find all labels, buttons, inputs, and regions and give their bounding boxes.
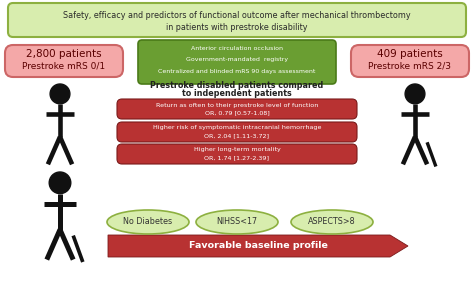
- Text: Prestroke disabled patients compared: Prestroke disabled patients compared: [150, 81, 324, 90]
- Text: to independent patients: to independent patients: [182, 88, 292, 98]
- Circle shape: [49, 172, 71, 194]
- Ellipse shape: [107, 210, 189, 234]
- FancyBboxPatch shape: [8, 3, 466, 37]
- Ellipse shape: [291, 210, 373, 234]
- FancyBboxPatch shape: [138, 40, 336, 84]
- Circle shape: [50, 84, 70, 104]
- Text: Anterior circulation occlusion: Anterior circulation occlusion: [191, 46, 283, 51]
- Text: OR, 1.74 [1.27-2.39]: OR, 1.74 [1.27-2.39]: [204, 156, 270, 161]
- Text: Higher long-term mortality: Higher long-term mortality: [193, 147, 281, 152]
- Text: No Diabetes: No Diabetes: [123, 218, 173, 227]
- FancyBboxPatch shape: [5, 45, 123, 77]
- Text: Prestroke mRS 0/1: Prestroke mRS 0/1: [22, 62, 106, 70]
- Text: OR, 0.79 [0.57-1.08]: OR, 0.79 [0.57-1.08]: [205, 110, 269, 116]
- Text: Government-mandated  registry: Government-mandated registry: [186, 58, 288, 62]
- FancyBboxPatch shape: [117, 122, 357, 142]
- Text: Centralized and blinded mRS 90 days assessment: Centralized and blinded mRS 90 days asse…: [158, 69, 316, 74]
- FancyBboxPatch shape: [351, 45, 469, 77]
- Text: 409 patients: 409 patients: [377, 49, 443, 59]
- Text: NIHSS<17: NIHSS<17: [217, 218, 257, 227]
- FancyBboxPatch shape: [117, 144, 357, 164]
- Text: 2,800 patients: 2,800 patients: [26, 49, 102, 59]
- Text: in patients with prestroke disability: in patients with prestroke disability: [166, 23, 308, 32]
- Polygon shape: [108, 235, 408, 257]
- Circle shape: [405, 84, 425, 104]
- Ellipse shape: [196, 210, 278, 234]
- Text: Prestroke mRS 2/3: Prestroke mRS 2/3: [368, 62, 452, 70]
- Text: ASPECTS>8: ASPECTS>8: [308, 218, 356, 227]
- Text: Safety, efficacy and predictors of functional outcome after mechanical thrombect: Safety, efficacy and predictors of funct…: [63, 11, 411, 20]
- FancyBboxPatch shape: [117, 99, 357, 119]
- Text: Return as often to their prestroke level of function: Return as often to their prestroke level…: [156, 102, 318, 107]
- Text: Higher risk of symptomatic intracranial hemorrhage: Higher risk of symptomatic intracranial …: [153, 126, 321, 131]
- Text: OR, 2.04 [1.11-3.72]: OR, 2.04 [1.11-3.72]: [204, 133, 270, 138]
- Text: Favorable baseline profile: Favorable baseline profile: [189, 241, 328, 251]
